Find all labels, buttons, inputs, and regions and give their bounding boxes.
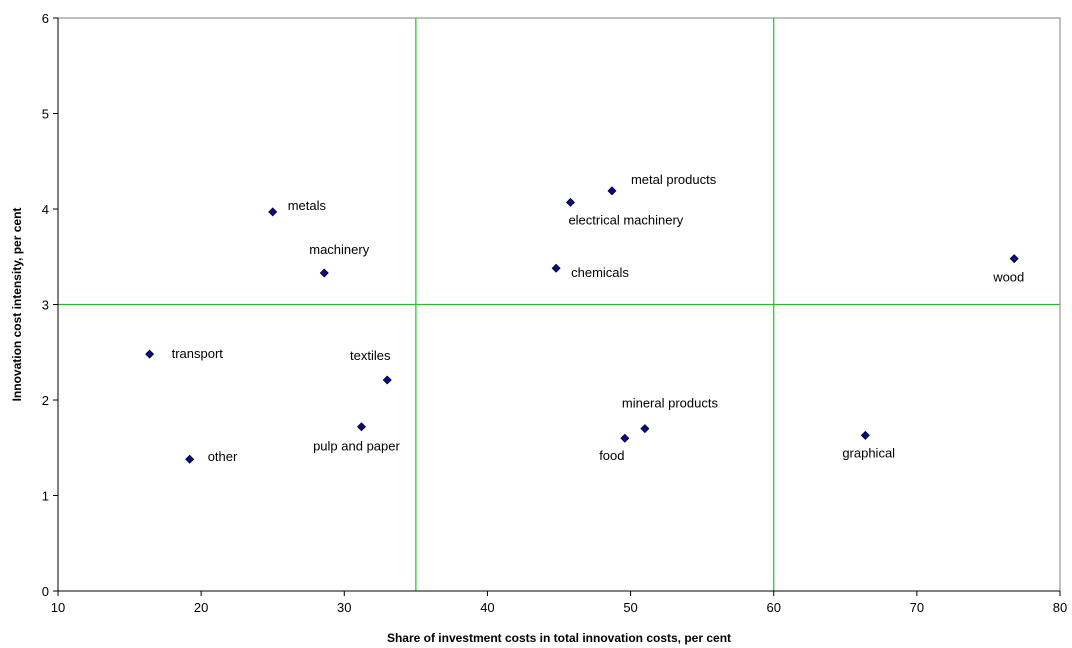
data-point-marker xyxy=(382,375,392,385)
data-point-label: electrical machinery xyxy=(568,212,683,227)
data-point-label: metals xyxy=(288,198,327,213)
data-point-label: food xyxy=(599,448,624,463)
x-tick-label: 70 xyxy=(910,600,924,615)
x-tick-label: 30 xyxy=(337,600,351,615)
data-point-marker xyxy=(1009,254,1019,264)
data-point-label: graphical xyxy=(842,445,895,460)
point-labels: metals machinery transport other textiles pul… xyxy=(172,172,1025,464)
y-tick-label: 3 xyxy=(42,298,49,313)
y-tick-label: 4 xyxy=(42,202,49,217)
data-point-label: metal products xyxy=(631,172,717,187)
data-point-marker xyxy=(860,430,870,440)
x-tick-label: 10 xyxy=(51,600,65,615)
reference-lines xyxy=(58,18,1060,591)
data-point-label: wood xyxy=(992,270,1024,285)
data-point-marker xyxy=(145,349,155,359)
data-point-marker xyxy=(185,454,195,464)
y-axis-title: Innovation cost intensity, per cent xyxy=(10,208,24,402)
data-point-label: textiles xyxy=(350,348,391,363)
x-tick-label: 50 xyxy=(623,600,637,615)
axes xyxy=(53,17,1061,596)
x-tick-label: 40 xyxy=(480,600,494,615)
data-point-marker xyxy=(607,186,617,196)
y-tick-label: 0 xyxy=(42,584,49,599)
y-tick-label: 1 xyxy=(42,489,49,504)
data-point-marker xyxy=(640,424,650,434)
data-point-label: pulp and paper xyxy=(313,439,400,454)
data-point-marker xyxy=(620,433,630,443)
data-point-label: other xyxy=(208,449,238,464)
x-tick-label: 60 xyxy=(766,600,780,615)
y-tick-label: 5 xyxy=(42,107,49,122)
data-points xyxy=(145,186,1019,464)
x-tick-label: 20 xyxy=(194,600,208,615)
data-point-marker xyxy=(551,263,561,273)
y-tick-label: 2 xyxy=(42,393,49,408)
data-point-label: machinery xyxy=(309,242,369,257)
x-tick-label: 80 xyxy=(1053,600,1067,615)
tick-labels: 10 20 30 40 50 60 70 80 0 1 2 3 4 5 6 xyxy=(42,11,1067,615)
y-tick-label: 6 xyxy=(42,11,49,26)
x-axis-title: Share of investment costs in total innov… xyxy=(387,631,731,645)
data-point-label: chemicals xyxy=(571,265,629,280)
data-point-label: mineral products xyxy=(622,396,719,411)
data-point-marker xyxy=(356,422,366,432)
data-point-label: transport xyxy=(172,346,224,361)
data-point-marker xyxy=(565,197,575,207)
data-point-marker xyxy=(268,207,278,217)
data-point-marker xyxy=(319,268,329,278)
